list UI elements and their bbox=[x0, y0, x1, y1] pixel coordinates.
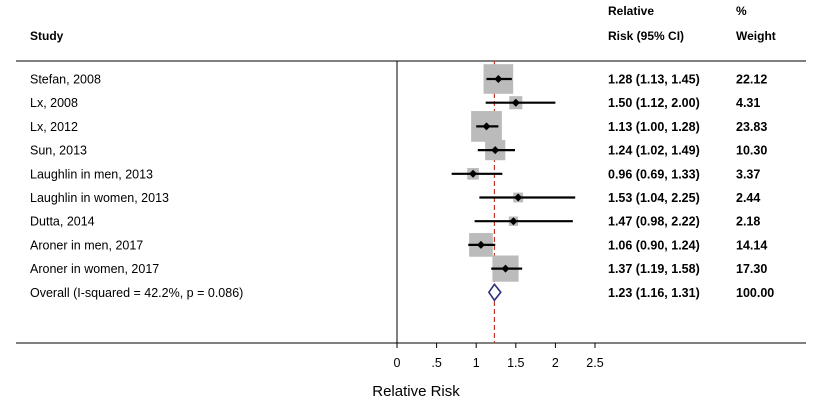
weight-header-line1: % bbox=[736, 4, 747, 18]
study-row: Lx, 2012 1.13 (1.00, 1.28) 23.83 bbox=[30, 111, 767, 142]
point-estimate-marker bbox=[509, 217, 518, 226]
ci-value: 1.53 (1.04, 2.25) bbox=[608, 191, 700, 205]
study-row: Laughlin in women, 2013 1.53 (1.04, 2.25)… bbox=[30, 191, 760, 205]
study-name: Lx, 2008 bbox=[30, 96, 78, 110]
study-header: Study bbox=[30, 29, 64, 43]
weight-value: 23.83 bbox=[736, 120, 767, 134]
study-rows: Stefan, 2008 1.28 (1.13, 1.45) 22.12 Lx, 20… bbox=[30, 64, 767, 282]
ci-header-line2: Risk (95% CI) bbox=[608, 29, 684, 43]
study-name: Aroner in women, 2017 bbox=[30, 262, 159, 276]
point-estimate-marker bbox=[482, 122, 491, 131]
ci-value: 1.37 (1.19, 1.58) bbox=[608, 262, 700, 276]
ci-value: 1.28 (1.13, 1.45) bbox=[608, 73, 700, 87]
point-estimate-marker bbox=[501, 264, 510, 273]
study-name: Stefan, 2008 bbox=[30, 73, 101, 87]
study-name: Aroner in men, 2017 bbox=[30, 238, 143, 252]
weight-value: 10.30 bbox=[736, 144, 767, 158]
study-row: Dutta, 2014 1.47 (0.98, 2.22) 2.18 bbox=[30, 215, 760, 229]
weight-value: 2.44 bbox=[736, 191, 760, 205]
x-axis: 0 .5 1 1.5 2 2.5 bbox=[394, 343, 604, 370]
column-headers: Study Relative Risk (95% CI) % Weight bbox=[30, 4, 776, 43]
x-tick-label: .5 bbox=[431, 356, 441, 370]
point-estimate-marker bbox=[511, 98, 520, 107]
point-estimate-marker bbox=[491, 146, 500, 155]
x-tick-label: 1 bbox=[473, 356, 480, 370]
x-tick-label: 2 bbox=[552, 356, 559, 370]
ci-header-line1: Relative bbox=[608, 4, 654, 18]
study-name: Laughlin in women, 2013 bbox=[30, 191, 169, 205]
study-row: Lx, 2008 1.50 (1.12, 2.00) 4.31 bbox=[30, 96, 760, 110]
overall-label: Overall (I-squared = 42.2%, p = 0.086) bbox=[30, 286, 243, 300]
point-estimate-marker bbox=[514, 193, 523, 202]
overall-row: Overall (I-squared = 42.2%, p = 0.086) 1.… bbox=[30, 282, 774, 302]
x-tick-label: 2.5 bbox=[586, 356, 603, 370]
study-name: Dutta, 2014 bbox=[30, 215, 95, 229]
x-tick-label: 1.5 bbox=[507, 356, 524, 370]
weight-value: 22.12 bbox=[736, 73, 767, 87]
pooled-diamond bbox=[487, 282, 502, 302]
point-estimate-marker bbox=[494, 75, 503, 83]
point-estimate-marker bbox=[469, 169, 478, 178]
ci-value: 0.96 (0.69, 1.33) bbox=[608, 167, 700, 181]
overall-ci-value: 1.23 (1.16, 1.31) bbox=[608, 286, 700, 300]
study-name: Laughlin in men, 2013 bbox=[30, 167, 153, 181]
ci-value: 1.13 (1.00, 1.28) bbox=[608, 120, 700, 134]
ci-value: 1.24 (1.02, 1.49) bbox=[608, 144, 700, 158]
weight-header-line2: Weight bbox=[736, 29, 776, 43]
ci-value: 1.47 (0.98, 2.22) bbox=[608, 215, 700, 229]
study-name: Lx, 2012 bbox=[30, 120, 78, 134]
study-row: Aroner in men, 2017 1.06 (0.90, 1.24) 14.1… bbox=[30, 233, 767, 257]
study-row: Stefan, 2008 1.28 (1.13, 1.45) 22.12 bbox=[30, 64, 767, 94]
weight-value: 4.31 bbox=[736, 96, 760, 110]
point-estimate-marker bbox=[476, 240, 485, 249]
weight-value: 3.37 bbox=[736, 167, 760, 181]
study-row: Aroner in women, 2017 1.37 (1.19, 1.58) 17… bbox=[30, 255, 767, 282]
weight-value: 17.30 bbox=[736, 262, 767, 276]
weight-value: 14.14 bbox=[736, 238, 767, 252]
weight-value: 2.18 bbox=[736, 215, 760, 229]
overall-weight-value: 100.00 bbox=[736, 286, 774, 300]
reference-lines bbox=[396, 61, 496, 343]
study-name: Sun, 2013 bbox=[30, 144, 87, 158]
study-row: Laughlin in men, 2013 0.96 (0.69, 1.33) 3.… bbox=[30, 167, 760, 181]
ci-value: 1.06 (0.90, 1.24) bbox=[608, 238, 700, 252]
x-axis-label: Relative Risk bbox=[372, 383, 460, 400]
ci-value: 1.50 (1.12, 2.00) bbox=[608, 96, 700, 110]
x-tick-label: 0 bbox=[394, 356, 401, 370]
study-row: Sun, 2013 1.24 (1.02, 1.49) 10.30 bbox=[30, 139, 767, 161]
